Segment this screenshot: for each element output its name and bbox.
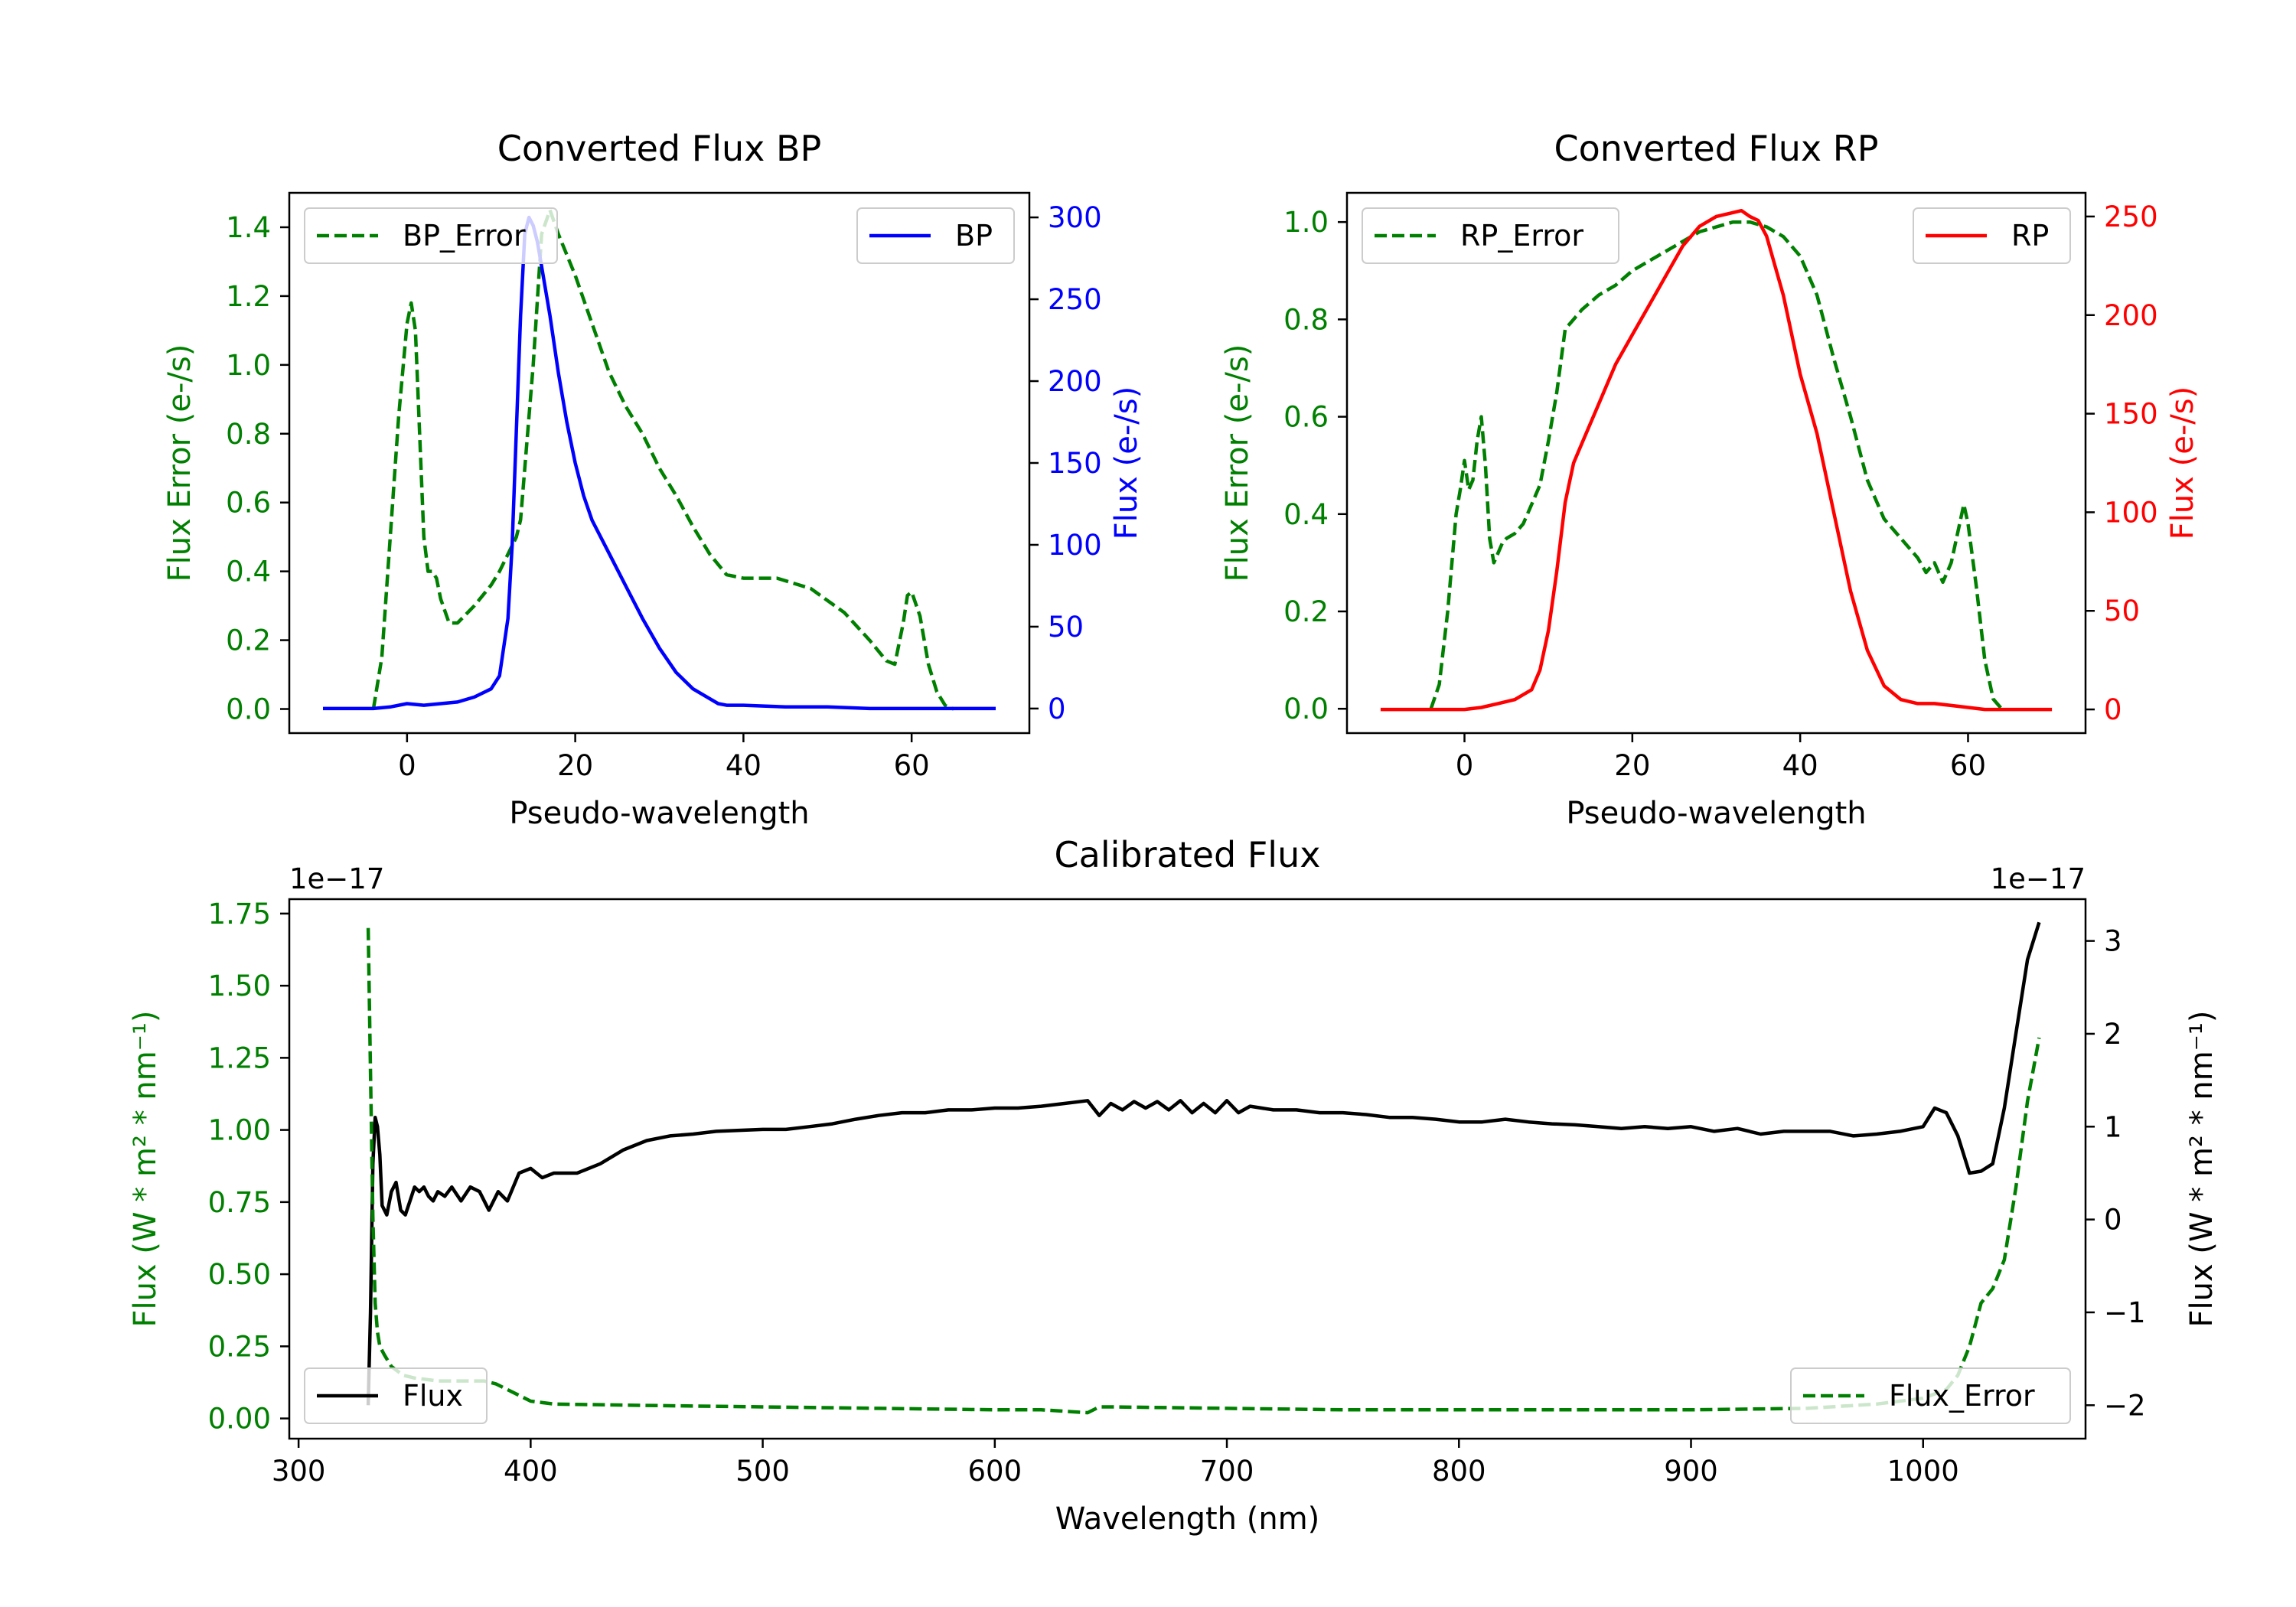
calibrated-title: Calibrated Flux [1055,834,1321,875]
rp-x-tick-label: 20 [1614,749,1650,782]
bp-x-tick-label: 20 [557,749,593,782]
calibrated-x-tick-label: 600 [968,1455,1022,1488]
rp-legend-box [1913,207,2071,264]
bp-right-tick-label: 0 [1048,693,1066,725]
bp-axes-frame [288,191,1031,735]
rp-x-tick-label: 40 [1782,749,1818,782]
calibrated-left-tick-label: 1.00 [208,1114,271,1147]
rp-left-axis-label: Flux Error (e-/s) [1220,344,1255,582]
rp-x-tick-label: 60 [1950,749,1986,782]
calibrated-left-tick-label: 0.50 [208,1258,271,1291]
calibrated-right-axis-label: Flux (W * m² * nm⁻¹) [2184,1011,2219,1328]
calibrated-x-tick-label: 300 [272,1455,326,1488]
bp-right-tick-label: 100 [1048,529,1102,562]
bp-right-tick-label: 50 [1048,611,1084,644]
calibrated-right-tick-label: 2 [2104,1018,2122,1051]
calibrated-right-tick-label: 3 [2104,925,2122,958]
rp-series-rp-error [1429,220,2004,710]
calibrated-right-offset-text: 1e−17 [1991,862,2086,895]
rp-left-tick-label: 0.6 [1283,401,1329,434]
bp-left-tick-label: 0.2 [226,624,271,657]
bp-left-tick-label: 1.2 [226,280,271,313]
rp-series-rp [1380,208,2053,712]
bp-series-bp-error [371,208,954,711]
bp-x-label: Pseudo-wavelength [509,796,809,831]
rp-left-tick-label: 0.8 [1283,303,1329,336]
calibrated-series-flux [366,921,2041,1406]
bp-legend-box [856,207,1015,264]
calibrated-right-tick-label: −2 [2104,1389,2146,1422]
calibrated-legend-label: Flux_Error [1889,1379,2035,1413]
calibrated-left-tick-label: 1.50 [208,970,271,1002]
rp-left-tick-label: 0.4 [1283,498,1329,531]
rp-right-tick-label: 250 [2104,200,2158,233]
calibrated-left-tick-label: 0.75 [208,1186,271,1219]
calibrated-x-tick-label: 400 [504,1455,558,1488]
bp-right-tick-label: 200 [1048,365,1102,398]
calibrated-x-tick-label: 500 [735,1455,790,1488]
bp-right-axis-label: Flux (e-/s) [1109,386,1144,539]
rp-axes-frame [1345,191,2087,735]
rp-right-axis-label: Flux (e-/s) [2165,386,2200,539]
rp-left-tick-label: 0.2 [1283,595,1329,628]
rp-right-tick-label: 200 [2104,299,2158,332]
rp-legend-label: RP [2011,219,2049,253]
rp-left-tick-label: 0.0 [1283,693,1329,725]
bp-series-bp [323,215,996,711]
rp-right-tick-label: 50 [2104,595,2140,627]
calibrated-series-flux-error [366,927,2041,1415]
bp-left-tick-label: 0.6 [226,487,271,520]
rp-x-label: Pseudo-wavelength [1566,796,1866,831]
calibrated-x-tick-label: 1000 [1887,1455,1959,1488]
bp-left-axis-label: Flux Error (e-/s) [162,344,197,582]
calibrated-left-offset-text: 1e−17 [289,862,384,895]
bp-left-tick-label: 0.4 [226,556,271,588]
rp-legend-label: RP_Error [1460,219,1583,253]
bp-right-tick-label: 150 [1048,447,1102,480]
calibrated-legend-label: Flux [403,1379,463,1413]
bp-legend-label: BP [955,219,993,253]
bp-left-tick-label: 1.0 [226,349,271,382]
calibrated-left-axis-label: Flux (W * m² * nm⁻¹) [128,1011,163,1328]
bp-right-tick-label: 300 [1048,201,1102,234]
bp-x-tick-label: 0 [398,749,416,782]
rp-right-tick-label: 0 [2104,693,2122,726]
rp-left-tick-label: 1.0 [1283,206,1329,239]
calibrated-right-tick-label: 1 [2104,1110,2122,1143]
bp-title: Converted Flux BP [497,128,822,169]
bp-left-tick-label: 0.8 [226,418,271,451]
rp-right-tick-label: 100 [2104,496,2158,529]
calibrated-x-tick-label: 900 [1664,1455,1718,1488]
bp-legend-box [304,207,558,264]
calibrated-left-tick-label: 1.25 [208,1041,271,1074]
rp-right-tick-label: 150 [2104,398,2158,431]
calibrated-right-tick-label: 0 [2104,1204,2122,1237]
calibrated-legend-box [304,1367,488,1424]
rp-legend-box [1362,207,1619,264]
calibrated-axes-frame [288,898,2087,1440]
bp-x-tick-label: 40 [726,749,762,782]
calibrated-x-tick-label: 700 [1200,1455,1254,1488]
calibrated-left-tick-label: 1.75 [208,898,271,931]
calibrated-x-tick-label: 800 [1432,1455,1486,1488]
calibrated-legend-box [1790,1367,2071,1424]
bp-left-tick-label: 1.4 [226,211,271,244]
rp-x-tick-label: 0 [1456,749,1474,782]
bp-right-tick-label: 250 [1048,283,1102,316]
bp-left-tick-label: 0.0 [226,693,271,726]
calibrated-right-tick-label: −1 [2104,1296,2146,1329]
calibrated-left-tick-label: 0.25 [208,1330,271,1363]
bp-legend-label: BP_Error [403,219,526,253]
rp-title: Converted Flux RP [1554,128,1879,169]
calibrated-x-label: Wavelength (nm) [1055,1501,1320,1537]
bp-x-tick-label: 60 [894,749,930,782]
calibrated-left-tick-label: 0.00 [208,1403,271,1436]
